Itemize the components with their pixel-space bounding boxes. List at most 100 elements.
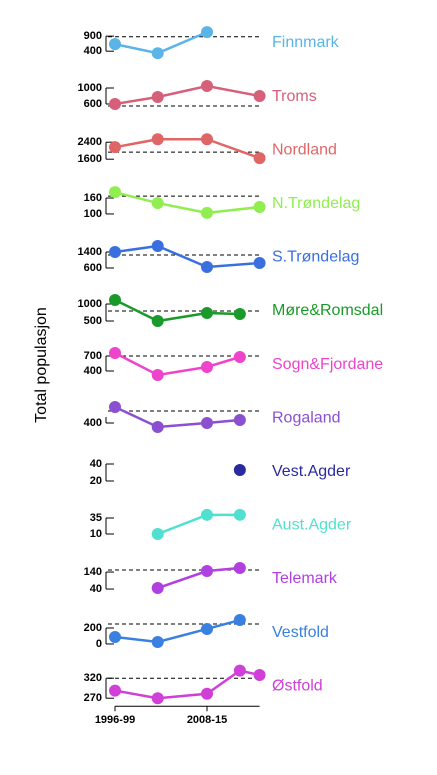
point xyxy=(109,401,121,413)
y-tick-label: 600 xyxy=(84,98,102,110)
y-tick-label: 900 xyxy=(84,30,102,42)
point xyxy=(201,80,213,92)
point xyxy=(201,508,213,521)
series-line xyxy=(157,566,240,590)
y-tick-label: 400 xyxy=(84,417,102,429)
series-line xyxy=(114,405,240,429)
point xyxy=(151,47,164,60)
point xyxy=(201,622,213,635)
y-tick-label: 2400 xyxy=(78,136,102,148)
point xyxy=(201,26,213,39)
x-tick-label: 2008-15 xyxy=(187,714,227,726)
panel-title: Rogaland xyxy=(272,409,341,426)
series-line xyxy=(114,618,241,644)
point xyxy=(151,133,164,146)
series-line xyxy=(114,137,260,160)
point xyxy=(109,630,121,643)
point xyxy=(151,692,164,705)
panel-title: Aust.Agder xyxy=(272,517,352,534)
panel-title: Vest.Agder xyxy=(272,463,351,480)
point xyxy=(253,90,266,102)
panel-title: Vestfold xyxy=(272,624,329,641)
point xyxy=(253,257,266,269)
point xyxy=(109,347,121,359)
y-tick-label: 500 xyxy=(84,315,102,327)
point xyxy=(151,91,164,103)
point xyxy=(201,565,213,578)
series-line xyxy=(114,244,260,269)
point xyxy=(201,307,213,320)
panel-title: Finnmark xyxy=(272,34,340,51)
point xyxy=(109,186,121,199)
y-tick-label: 270 xyxy=(84,692,102,704)
y-tick-label: 400 xyxy=(84,365,102,377)
point xyxy=(151,582,164,595)
point xyxy=(109,294,121,307)
point xyxy=(109,684,121,697)
point xyxy=(201,361,213,373)
series-line xyxy=(114,84,260,106)
series-line xyxy=(114,298,240,323)
panel-title: S.Trøndelag xyxy=(272,249,359,266)
series-line xyxy=(114,190,260,215)
y-tick-label: 1000 xyxy=(78,82,102,94)
point xyxy=(109,98,121,110)
panel-title: Møre&Romsdal xyxy=(272,302,383,319)
y-tick-label: 400 xyxy=(84,45,102,57)
point xyxy=(151,240,164,252)
y-tick-label: 35 xyxy=(90,512,102,524)
point xyxy=(151,197,164,210)
panel-title: Troms xyxy=(272,88,317,105)
point xyxy=(109,38,121,51)
y-axis-label: Total populasjon xyxy=(33,307,50,423)
point xyxy=(151,315,164,328)
y-tick-label: 140 xyxy=(84,566,102,578)
point xyxy=(233,664,246,677)
y-tick-label: 20 xyxy=(90,475,102,487)
y-tick-label: 10 xyxy=(90,528,102,540)
point xyxy=(201,687,213,700)
point xyxy=(201,417,213,429)
y-tick-label: 600 xyxy=(84,262,102,274)
point xyxy=(151,527,164,540)
point xyxy=(201,133,213,146)
panel-title: Sogn&Fjordane xyxy=(272,356,383,373)
point xyxy=(151,635,164,648)
y-tick-label: 40 xyxy=(90,583,102,595)
y-tick-label: 200 xyxy=(84,622,102,634)
point xyxy=(233,351,246,363)
y-tick-label: 160 xyxy=(84,192,102,204)
y-tick-label: 100 xyxy=(84,208,102,220)
panel-title: Østfold xyxy=(272,677,323,694)
point xyxy=(233,614,246,627)
y-tick-label: 1000 xyxy=(78,298,102,310)
point xyxy=(109,141,121,154)
point xyxy=(151,421,164,433)
y-tick-label: 320 xyxy=(84,672,102,684)
y-tick-label: 1400 xyxy=(78,246,102,258)
point xyxy=(253,201,266,214)
point xyxy=(109,246,121,258)
panel-title: Nordland xyxy=(272,141,337,158)
series-line xyxy=(114,351,241,377)
point xyxy=(201,206,213,219)
y-tick-label: 700 xyxy=(84,350,102,362)
panel-title: N.Trøndelag xyxy=(272,195,360,212)
point xyxy=(201,261,213,273)
y-tick-label: 1600 xyxy=(78,153,102,165)
x-tick-label: 1996-99 xyxy=(95,714,135,726)
point xyxy=(233,508,246,521)
point xyxy=(253,152,266,165)
point xyxy=(233,414,246,426)
series-line xyxy=(157,513,240,536)
point xyxy=(151,369,164,381)
y-tick-label: 40 xyxy=(90,458,102,470)
point xyxy=(233,308,246,321)
y-tick-label: 0 xyxy=(96,638,102,650)
point xyxy=(233,561,246,574)
panel-title: Telemark xyxy=(272,570,338,587)
point xyxy=(233,463,246,476)
point xyxy=(253,669,266,681)
